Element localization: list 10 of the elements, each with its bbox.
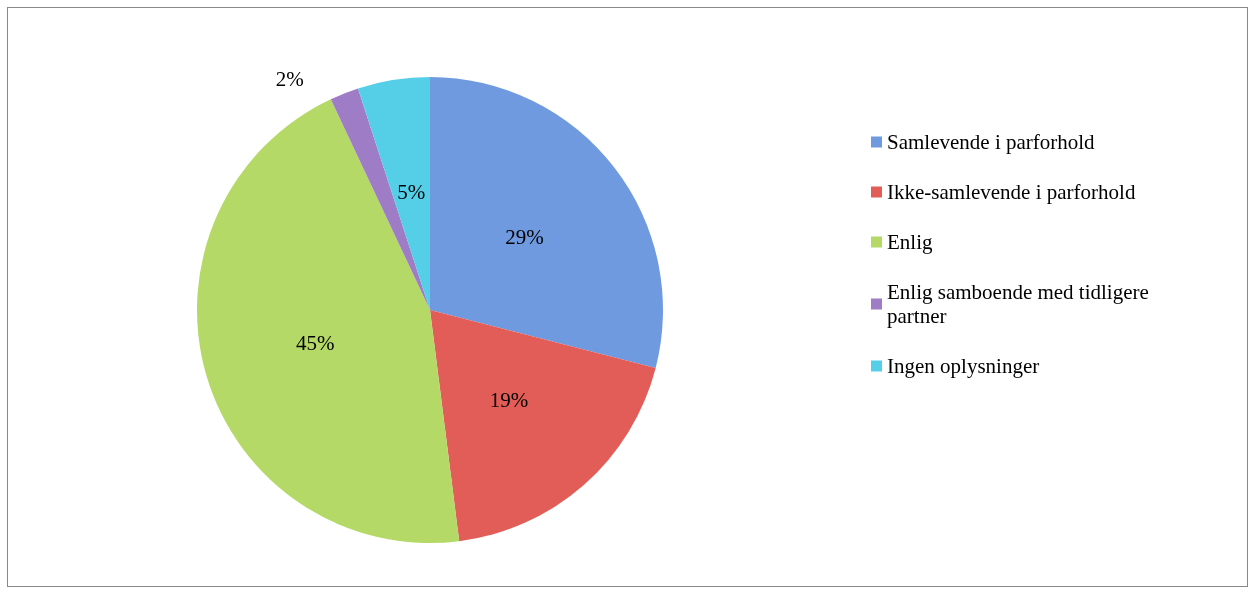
legend-label: Ikke-samlevende i parforhold: [887, 180, 1136, 204]
legend-label: Samlevende i parforhold: [887, 130, 1096, 154]
data-label: 45%: [295, 331, 335, 356]
legend-label: Enlig samboende med tidligere partner: [887, 280, 1155, 328]
data-label: 29%: [505, 224, 544, 249]
legend-label: Ingen oplysninger: [887, 354, 1040, 378]
legend-label: Enlig: [887, 230, 933, 254]
data-label: 19%: [489, 387, 529, 412]
data-label: 2%: [275, 67, 304, 92]
data-label: 5%: [397, 179, 426, 204]
